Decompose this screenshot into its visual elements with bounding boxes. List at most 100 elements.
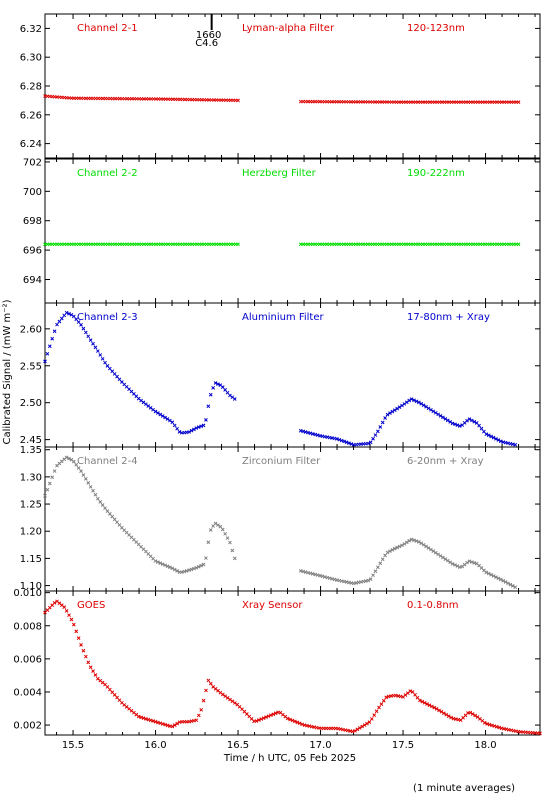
data-point bbox=[433, 410, 438, 415]
data-point bbox=[216, 382, 220, 386]
data-point bbox=[335, 436, 339, 441]
data-point bbox=[225, 696, 230, 700]
data-point bbox=[100, 503, 105, 507]
data-point bbox=[427, 703, 432, 708]
y-tick-label: 1.15 bbox=[20, 554, 42, 565]
y-tick-label: 696 bbox=[23, 246, 42, 257]
data-point bbox=[230, 699, 235, 704]
data-point bbox=[170, 420, 175, 425]
data-point bbox=[320, 574, 325, 579]
x-tick-label: 16.0 bbox=[144, 740, 166, 751]
data-point bbox=[368, 577, 373, 582]
data-point bbox=[146, 717, 151, 722]
data-point bbox=[187, 430, 191, 434]
panel-label: 120-123nm bbox=[407, 23, 465, 34]
data-point bbox=[50, 475, 55, 480]
data-point bbox=[431, 409, 436, 414]
data-point bbox=[165, 417, 170, 421]
data-point bbox=[421, 403, 426, 408]
data-point bbox=[426, 546, 431, 550]
data-point bbox=[139, 715, 143, 720]
data-point bbox=[453, 422, 457, 427]
data-point bbox=[491, 435, 496, 440]
data-point bbox=[441, 555, 445, 560]
data-point bbox=[402, 542, 407, 546]
data-point bbox=[81, 326, 86, 331]
data-point bbox=[508, 582, 513, 587]
data-point bbox=[74, 317, 79, 322]
data-point bbox=[91, 488, 95, 493]
data-point bbox=[67, 311, 71, 316]
panel-label: Channel 2-4 bbox=[77, 456, 138, 467]
y-tick-label: 0.010 bbox=[13, 588, 42, 599]
data-point bbox=[492, 724, 497, 728]
flare-marker-label: C4.6 bbox=[195, 38, 218, 49]
data-point bbox=[372, 713, 377, 717]
data-point bbox=[489, 434, 494, 439]
data-point bbox=[412, 538, 416, 543]
data-point bbox=[100, 356, 105, 361]
y-tick-label: 2.55 bbox=[20, 361, 42, 372]
panel-frame bbox=[44, 13, 541, 159]
data-point bbox=[397, 544, 402, 549]
data-point bbox=[298, 428, 303, 433]
data-point bbox=[472, 419, 477, 424]
y-tick-label: 0.008 bbox=[13, 621, 42, 632]
data-point bbox=[367, 720, 372, 725]
data-point bbox=[453, 563, 457, 567]
data-series bbox=[43, 94, 521, 104]
data-point bbox=[95, 496, 100, 501]
data-point bbox=[141, 716, 146, 720]
data-point bbox=[69, 617, 74, 622]
y-tick-label: 700 bbox=[23, 187, 42, 198]
flare-marker-label: 1660 bbox=[196, 30, 221, 41]
panel-label: Channel 2-3 bbox=[77, 312, 138, 323]
data-point bbox=[318, 573, 322, 578]
data-point bbox=[425, 702, 429, 706]
data-point bbox=[448, 560, 453, 565]
data-point bbox=[465, 560, 469, 565]
data-point bbox=[163, 722, 167, 727]
data-point bbox=[213, 521, 218, 526]
data-point bbox=[115, 374, 119, 379]
data-point bbox=[498, 439, 503, 444]
data-point bbox=[71, 314, 76, 319]
data-point bbox=[470, 712, 475, 716]
data-point bbox=[236, 98, 240, 103]
data-point bbox=[206, 678, 211, 683]
data-point bbox=[477, 423, 481, 428]
data-point bbox=[467, 417, 472, 422]
data-point bbox=[45, 351, 50, 356]
data-point bbox=[194, 426, 199, 430]
data-point bbox=[368, 440, 373, 445]
data-point bbox=[380, 557, 385, 562]
data-point bbox=[225, 390, 230, 395]
data-point bbox=[414, 539, 419, 543]
data-point bbox=[484, 432, 489, 436]
data-point bbox=[93, 492, 98, 497]
data-point bbox=[180, 570, 184, 574]
data-point bbox=[357, 726, 362, 730]
y-tick-label: 698 bbox=[23, 216, 42, 227]
data-point bbox=[220, 692, 225, 697]
data-point bbox=[50, 336, 55, 341]
data-point bbox=[445, 558, 450, 563]
data-series bbox=[43, 242, 521, 247]
data-point bbox=[71, 459, 76, 464]
data-point bbox=[91, 341, 95, 346]
data-point bbox=[236, 242, 240, 247]
data-point bbox=[112, 517, 117, 522]
data-point bbox=[168, 565, 172, 570]
data-point bbox=[232, 701, 237, 705]
data-point bbox=[441, 415, 445, 420]
data-point bbox=[43, 494, 47, 498]
data-point bbox=[457, 565, 462, 570]
data-point bbox=[516, 100, 521, 104]
data-point bbox=[266, 714, 271, 719]
panel-frame bbox=[44, 446, 541, 592]
data-point bbox=[232, 397, 237, 401]
data-point bbox=[410, 690, 415, 694]
data-point bbox=[490, 723, 494, 728]
data-point bbox=[482, 720, 487, 725]
y-tick-label: 1.25 bbox=[20, 500, 42, 511]
